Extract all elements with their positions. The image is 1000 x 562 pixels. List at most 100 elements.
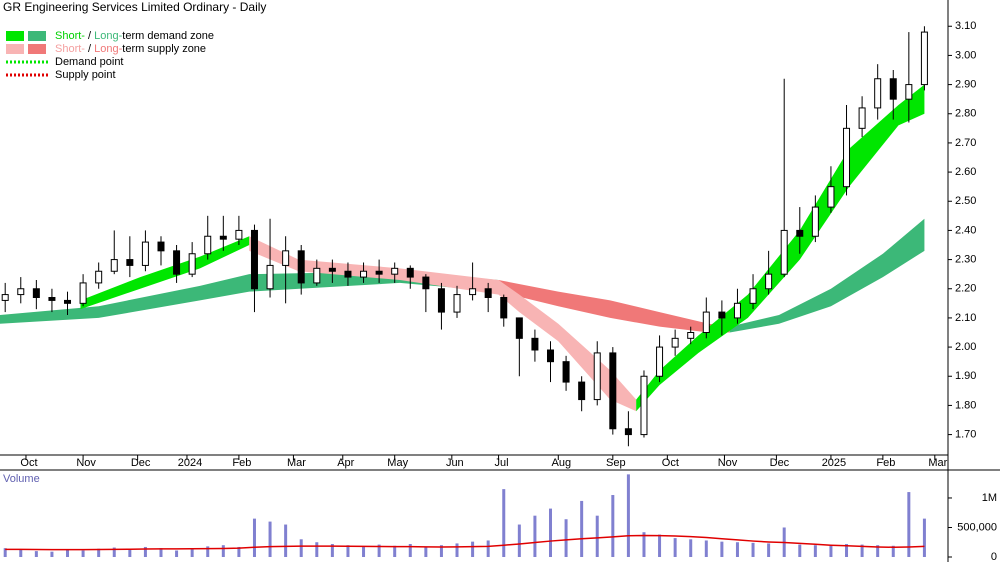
volume-bar (268, 521, 272, 557)
candle-body (640, 375, 648, 436)
candle-body (64, 299, 72, 304)
volume-bar (408, 544, 412, 557)
candle-body (874, 78, 882, 109)
candle-body (905, 84, 913, 100)
volume-bar (190, 549, 194, 557)
legend-part: Long- (94, 43, 122, 55)
candle-body (656, 346, 664, 377)
candle-body (500, 297, 508, 319)
candle-body (110, 259, 118, 272)
candle-body (344, 270, 352, 278)
y-tick-label: 1.80 (955, 399, 976, 411)
x-tick-label: Nov (718, 457, 738, 469)
candle-body (79, 282, 87, 304)
volume-bar (767, 543, 771, 557)
candle-body (297, 250, 305, 284)
volume-bar (471, 541, 475, 557)
candle-body (360, 270, 368, 278)
y-tick-label: 2.90 (955, 78, 976, 90)
x-tick-label: 2024 (178, 457, 202, 469)
legend-part: Short- (55, 43, 85, 55)
candle-body (578, 381, 586, 401)
volume-bar (159, 548, 163, 557)
volume-bar (455, 543, 459, 557)
candle-body (765, 273, 773, 290)
legend-label: Demand point (55, 56, 124, 68)
legend-part: term demand zone (122, 30, 214, 42)
volume-bar (252, 518, 256, 557)
x-tick-label: Nov (76, 457, 96, 469)
candle-body (141, 241, 149, 266)
legend-label: Supply point (55, 69, 116, 81)
legend-part: term supply zone (122, 43, 206, 55)
volume-bar (362, 546, 366, 557)
candle-body (126, 259, 134, 266)
x-tick-label: Feb (232, 457, 251, 469)
volume-bar (735, 542, 739, 557)
volume-bar (798, 544, 802, 557)
volume-bar (486, 540, 490, 557)
volume-bar (813, 545, 817, 557)
y-tick-label: 3.00 (955, 49, 976, 61)
candle-body (515, 317, 523, 339)
candle-body (17, 288, 25, 296)
x-tick-label: Dec (131, 457, 151, 469)
volume-bar (346, 545, 350, 557)
x-tick-label: Apr (337, 457, 354, 469)
y-tick-label: 3.10 (955, 20, 976, 32)
candle-body (920, 31, 928, 86)
legend-swatch (6, 44, 24, 54)
volume-panel: 0 500,000 1M (3, 474, 997, 562)
candle-body (811, 206, 819, 237)
volume-bar (517, 524, 521, 557)
y-tick-label: 2.00 (955, 341, 976, 353)
candle-body (235, 229, 243, 240)
candle-body (375, 270, 383, 275)
volume-bar (876, 545, 880, 557)
x-tick-label: Jun (446, 457, 464, 469)
candle-body (827, 186, 835, 208)
volume-bar (642, 532, 646, 557)
candle-body (796, 229, 804, 237)
volume-bar (330, 544, 334, 557)
volume-bar (393, 545, 397, 557)
candle-body (173, 250, 181, 275)
x-tick-label: Jul (495, 457, 509, 469)
volume-bar (907, 492, 911, 557)
y-tick-label: 2.20 (955, 283, 976, 295)
volume-bar (891, 545, 895, 557)
candle-body (531, 337, 539, 351)
candle-body (749, 288, 757, 304)
y-tick-label: 1.70 (955, 428, 976, 440)
volume-bar (704, 540, 708, 557)
volume-bar (19, 549, 23, 557)
volume-bar (97, 548, 101, 557)
y-tick-label: 1.90 (955, 370, 976, 382)
volume-bar (424, 546, 428, 557)
y-tick-label: 2.50 (955, 195, 976, 207)
candle-body (406, 267, 414, 278)
candle-body (718, 311, 726, 319)
volume-bar (860, 544, 864, 557)
candle-body (219, 235, 227, 240)
volume-bar (128, 549, 132, 557)
candle-body (266, 264, 274, 290)
legend-part: / (85, 43, 94, 55)
volume-bar (564, 519, 568, 557)
volume-bar (66, 549, 70, 557)
volume-bar (673, 538, 677, 557)
y-tick-label: 2.40 (955, 224, 976, 236)
legend-swatch (6, 31, 24, 41)
legend-label: Short- / Long-term supply zone (55, 43, 206, 55)
volume-bar (845, 544, 849, 557)
candle-body (157, 241, 165, 252)
volume-ma (5, 534, 925, 551)
volume-tick-label: 500,000 (957, 521, 997, 533)
x-tick-label: Oct (662, 457, 679, 469)
candle-body (733, 302, 741, 319)
volume-bar (626, 474, 630, 557)
candle-body (391, 267, 399, 275)
x-tick-label: Oct (20, 457, 37, 469)
zone-band (0, 271, 499, 324)
candle-body (95, 270, 103, 284)
